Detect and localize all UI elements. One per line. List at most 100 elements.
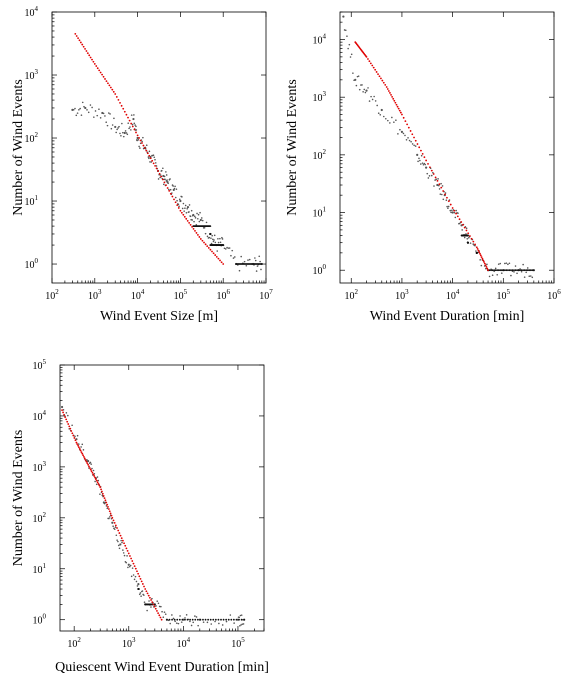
data-point <box>210 237 212 239</box>
data-point <box>177 203 180 206</box>
fit-point <box>165 184 167 187</box>
fit-point <box>114 524 117 527</box>
data-point <box>151 597 153 600</box>
data-point <box>174 196 177 199</box>
data-point <box>121 541 123 544</box>
fit-point <box>136 570 138 573</box>
fit-point <box>135 131 137 134</box>
fit-point <box>472 240 475 243</box>
fit-point <box>77 37 79 40</box>
data-point <box>235 618 238 621</box>
fit-point <box>63 413 66 416</box>
data-point <box>223 247 226 250</box>
fit-point <box>407 126 410 129</box>
x-tick-label: 103 <box>88 288 102 302</box>
data-point <box>488 269 491 272</box>
data-point <box>136 139 138 142</box>
data-point <box>171 618 173 621</box>
y-tick-label: 102 <box>313 148 327 162</box>
data-point <box>183 210 185 212</box>
fit-point <box>203 241 205 244</box>
data-point <box>472 243 475 245</box>
data-point <box>173 618 176 621</box>
data-point <box>254 257 256 259</box>
data-point <box>120 539 122 542</box>
fit-point <box>198 236 201 238</box>
data-point <box>202 618 204 621</box>
data-point <box>116 128 118 131</box>
fit-point <box>115 96 118 98</box>
fit-point <box>399 111 402 114</box>
fit-point <box>150 599 152 601</box>
fit-point <box>136 134 139 137</box>
fit-point <box>368 60 371 63</box>
data-point <box>91 467 93 470</box>
fit-point <box>81 43 84 46</box>
fit-point <box>132 562 135 565</box>
y-tick-label: 100 <box>313 263 327 277</box>
fit-point <box>375 71 378 73</box>
data-point <box>256 265 259 267</box>
data-point <box>204 618 207 621</box>
data-point <box>138 145 140 148</box>
fit-point <box>124 544 127 547</box>
data-point <box>102 112 105 115</box>
data-point <box>117 544 120 547</box>
data-point <box>239 614 242 617</box>
data-point <box>210 623 213 625</box>
data-point <box>522 269 525 272</box>
data-point <box>416 153 419 156</box>
fit-point <box>188 221 191 224</box>
data-point <box>241 623 244 625</box>
data-point <box>124 130 127 132</box>
data-point <box>122 131 124 134</box>
data-point <box>157 602 160 605</box>
data-point <box>197 217 199 220</box>
fit-point <box>123 542 125 545</box>
data-point <box>259 260 261 263</box>
fit-point <box>183 215 186 218</box>
fit-point <box>107 82 109 85</box>
data-point <box>169 178 171 180</box>
data-point <box>486 263 488 266</box>
data-point <box>136 585 139 587</box>
fit-point <box>141 142 143 144</box>
data-point <box>186 207 188 210</box>
data-point <box>434 179 436 181</box>
data-point <box>364 91 367 94</box>
fit-point <box>91 471 94 474</box>
fit-point <box>483 261 485 263</box>
fit-point <box>402 116 405 119</box>
data-point <box>503 269 506 272</box>
plot-frame <box>51 11 267 284</box>
data-point <box>348 43 351 46</box>
data-point <box>413 144 415 147</box>
data-point <box>529 269 532 272</box>
fit-point <box>152 162 155 165</box>
data-point <box>221 236 223 239</box>
data-point <box>380 108 383 112</box>
fit-point <box>128 119 131 122</box>
data-point <box>382 115 385 118</box>
data-point <box>454 216 457 219</box>
data-point <box>99 117 102 119</box>
data-point <box>455 209 457 212</box>
fit-point <box>387 90 390 92</box>
data-point <box>500 269 503 272</box>
data-point <box>94 480 96 483</box>
fit-point <box>467 232 470 235</box>
data-point <box>118 125 120 128</box>
data-point <box>106 507 109 510</box>
fit-point <box>413 136 415 139</box>
fit-point <box>61 409 63 412</box>
fit-point <box>458 218 461 221</box>
fit-point <box>143 585 145 588</box>
data-point <box>519 269 521 272</box>
data-point <box>219 237 221 240</box>
fit-point <box>130 557 133 560</box>
data-point <box>404 134 406 137</box>
fit-point <box>68 425 71 428</box>
fit-point <box>186 219 189 222</box>
fit-point <box>81 452 84 455</box>
data-point <box>238 618 240 621</box>
